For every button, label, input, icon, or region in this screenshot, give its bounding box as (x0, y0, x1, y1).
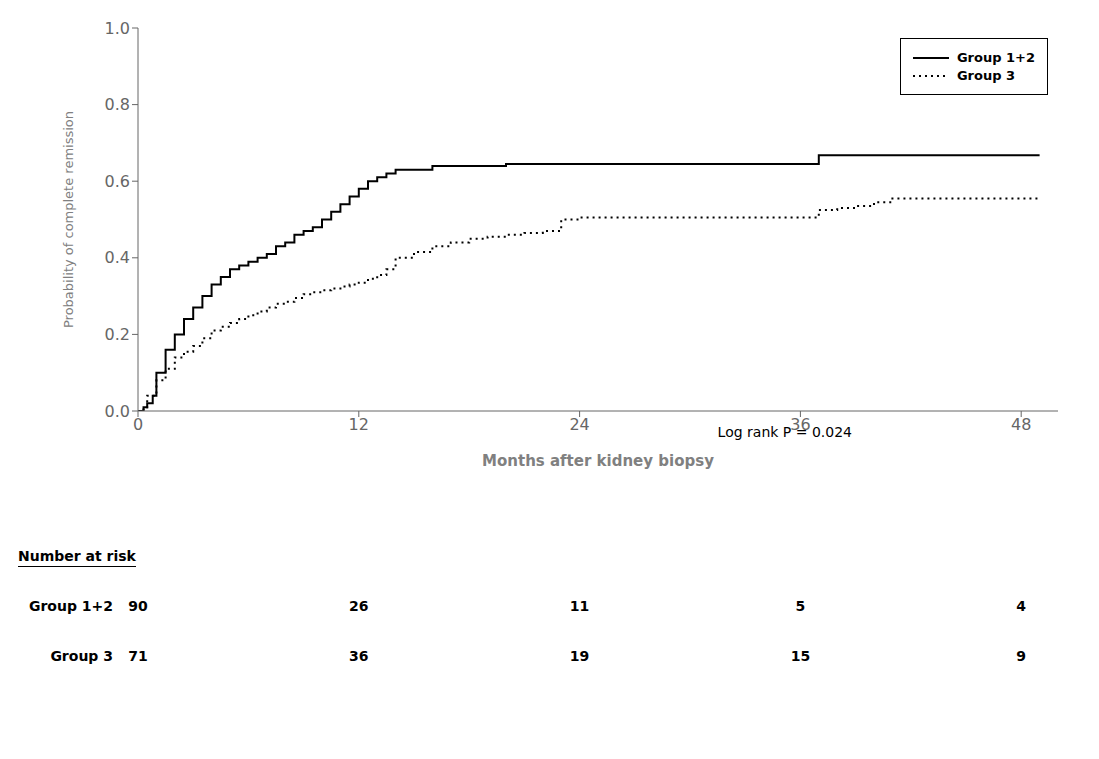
svg-text:0.0: 0.0 (105, 402, 130, 421)
html-text:26: 26 (349, 598, 369, 614)
html-text:Number at risk: Number at risk (18, 548, 136, 564)
html-text:11: 11 (569, 598, 590, 614)
html-text:Group 1+2: Group 1+2 (28, 598, 113, 614)
html-text:36: 36 (349, 648, 369, 664)
html-text:Group 3: Group 3 (50, 648, 113, 664)
svg-text:48: 48 (1011, 415, 1031, 434)
html-text:15: 15 (790, 648, 811, 664)
svg-text:Months after kidney biopsy: Months after kidney biopsy (482, 452, 714, 470)
html-text:Group 1+2: Group 1+2 (956, 50, 1035, 65)
svg-text:24: 24 (569, 415, 589, 434)
svg-text:0.4: 0.4 (105, 248, 130, 267)
html-text:Group 3: Group 3 (956, 68, 1016, 83)
svg-text:0.8: 0.8 (105, 95, 130, 114)
svg-text:0: 0 (133, 415, 143, 434)
html-text:Log rank P = 0.024: Log rank P = 0.024 (717, 423, 852, 440)
svg-text:1.0: 1.0 (105, 19, 130, 38)
html-text:19: 19 (569, 648, 590, 664)
html-text:9: 9 (1016, 648, 1027, 664)
svg-text:Probability of complete remiss: Probability of complete remission (61, 111, 76, 328)
html-text:5: 5 (795, 598, 806, 614)
html-text:71: 71 (128, 648, 148, 664)
svg-text:0.6: 0.6 (105, 172, 130, 191)
svg-text:0.2: 0.2 (105, 325, 130, 344)
html-text:90: 90 (128, 598, 148, 614)
html-text:4: 4 (1016, 598, 1027, 614)
svg-text:12: 12 (349, 415, 369, 434)
